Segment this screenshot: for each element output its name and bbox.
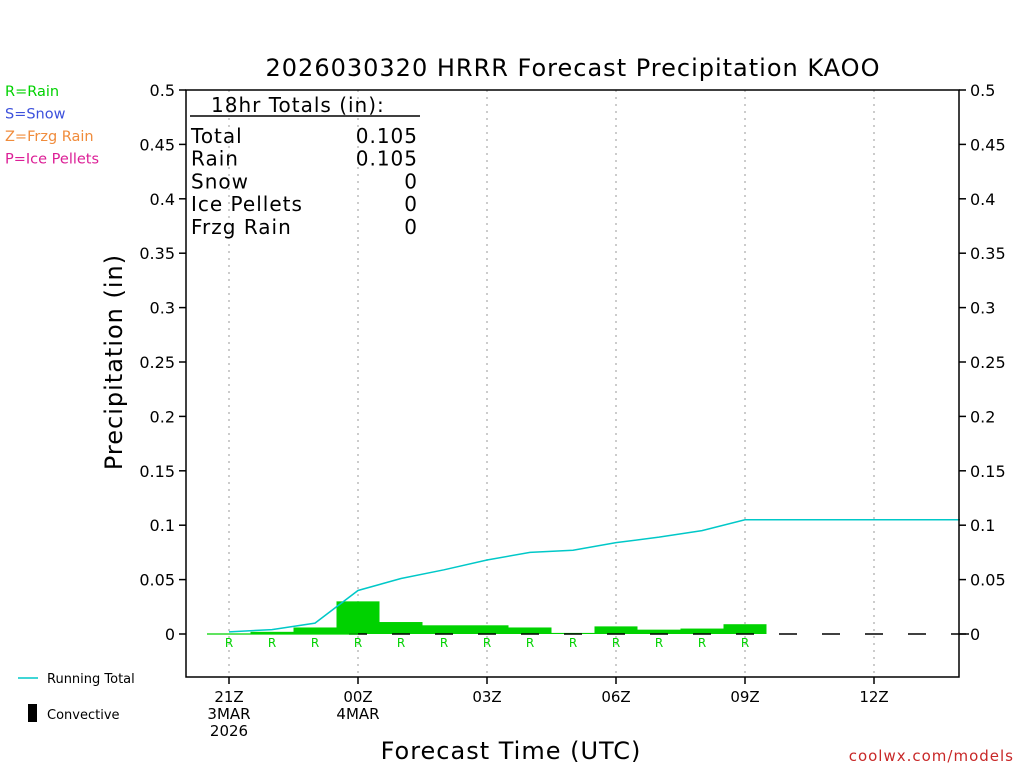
precip-bar <box>508 627 552 634</box>
totals-row-label: Ice Pellets <box>191 192 303 216</box>
totals-row-label: Snow <box>191 169 249 193</box>
precip-type-label: R <box>225 636 233 650</box>
running-total-legend-label: Running Total <box>47 672 135 687</box>
y-tick-label-left: 0.5 <box>150 81 175 100</box>
precip-type-label: R <box>698 636 706 650</box>
x-tick-label: 2026 <box>210 722 248 740</box>
precip-bar <box>637 629 681 634</box>
precip-type-label: R <box>354 636 362 650</box>
totals-row-value: 0 <box>404 215 418 239</box>
totals-row-value: 0.105 <box>356 147 418 171</box>
precip-bar <box>422 625 466 634</box>
plot-frame <box>185 89 960 678</box>
y-tick-label-right: 0.5 <box>970 81 995 100</box>
bottom-legend: Running Total Convective <box>18 672 135 723</box>
y-axis-left: 0 0.05 0.1 0.15 0.2 0.25 0.3 0.35 0.4 0.45 0.5 <box>139 81 186 644</box>
y-tick-label-right: 0 <box>970 625 980 644</box>
totals-box: 18hr Totals (in): Total 0.105 Rain 0.105 Sno… <box>190 93 420 239</box>
chart-title: 2026030320 HRRR Forecast Precipitation K… <box>266 54 881 82</box>
y-tick-label-left: 0.25 <box>139 353 175 372</box>
totals-row-value: 0 <box>404 192 418 216</box>
y-axis-right: 0 0.05 0.1 0.15 0.2 0.25 0.3 0.35 0.4 0.45 0.5 <box>959 81 1006 644</box>
precip-type-legend-item: Z=Frzg Rain <box>5 129 94 145</box>
y-axis-label: Precipitation (in) <box>100 254 128 470</box>
credit-text: coolwx.com/models <box>849 747 1014 765</box>
totals-row-label: Rain <box>191 147 239 171</box>
totals-row-label: Total <box>190 124 243 148</box>
x-tick-label: 12Z <box>859 688 888 706</box>
y-tick-label-left: 0.05 <box>139 571 175 590</box>
y-tick-label-right: 0.15 <box>970 462 1006 481</box>
x-tick-label: 4MAR <box>336 705 379 723</box>
totals-header: 18hr Totals (in): <box>211 93 385 117</box>
precip-type-legend-item: S=Snow <box>5 107 66 123</box>
precip-bar <box>293 627 337 634</box>
y-tick-label-left: 0.45 <box>139 135 175 154</box>
precip-bar <box>250 631 294 634</box>
precip-type-legend: R=Rain S=Snow Z=Frzg Rain P=Ice Pellets <box>5 84 99 168</box>
x-tick-label: 3MAR <box>207 705 250 723</box>
y-tick-label-left: 0.4 <box>150 190 175 209</box>
x-tick-label: 21Z <box>214 688 243 706</box>
y-tick-label-right: 0.25 <box>970 353 1006 372</box>
y-tick-label-right: 0.45 <box>970 135 1006 154</box>
precip-bar <box>680 628 724 634</box>
y-tick-label-right: 0.3 <box>970 299 995 318</box>
precip-type-label: R <box>311 636 319 650</box>
precip-type-label: R <box>526 636 534 650</box>
precip-type-label: R <box>268 636 276 650</box>
precip-bar <box>379 622 423 634</box>
precip-bar <box>336 601 380 634</box>
precip-type-label: R <box>612 636 620 650</box>
precip-bars <box>250 601 767 634</box>
y-tick-label-right: 0.1 <box>970 516 995 535</box>
precip-bar <box>594 626 638 634</box>
x-tick-label: 00Z <box>343 688 372 706</box>
precip-type-label: R <box>440 636 448 650</box>
precip-type-label: R <box>569 636 577 650</box>
y-tick-label-left: 0 <box>165 625 175 644</box>
y-tick-label-right: 0.05 <box>970 571 1006 590</box>
x-tick-label: 06Z <box>601 688 630 706</box>
y-tick-label-left: 0.3 <box>150 299 175 318</box>
y-tick-label-left: 0.35 <box>139 244 175 263</box>
precip-bar <box>465 625 509 634</box>
precip-type-label: R <box>397 636 405 650</box>
convective-legend-swatch <box>28 704 37 722</box>
x-tick-label: 03Z <box>472 688 501 706</box>
totals-row-value: 0.105 <box>356 124 418 148</box>
y-tick-label-right: 0.4 <box>970 190 995 209</box>
running-total-series <box>228 519 960 633</box>
running-total-line <box>228 519 960 633</box>
precip-type-label: R <box>741 636 749 650</box>
totals-row-value: 0 <box>404 169 418 193</box>
y-tick-label-left: 0.2 <box>150 407 175 426</box>
precip-type-label: R <box>483 636 491 650</box>
y-tick-label-left: 0.15 <box>139 462 175 481</box>
x-axis-label: Forecast Time (UTC) <box>381 737 642 765</box>
y-tick-label-left: 0.1 <box>150 516 175 535</box>
convective-legend-label: Convective <box>47 708 120 723</box>
precip-type-legend-item: R=Rain <box>5 84 59 100</box>
y-tick-label-right: 0.35 <box>970 244 1006 263</box>
y-tick-label-right: 0.2 <box>970 407 995 426</box>
precip-bar <box>723 624 767 634</box>
precip-type-legend-item: P=Ice Pellets <box>5 152 99 168</box>
precip-type-label: R <box>655 636 663 650</box>
totals-row-label: Frzg Rain <box>191 215 292 239</box>
x-tick-label: 09Z <box>730 688 759 706</box>
